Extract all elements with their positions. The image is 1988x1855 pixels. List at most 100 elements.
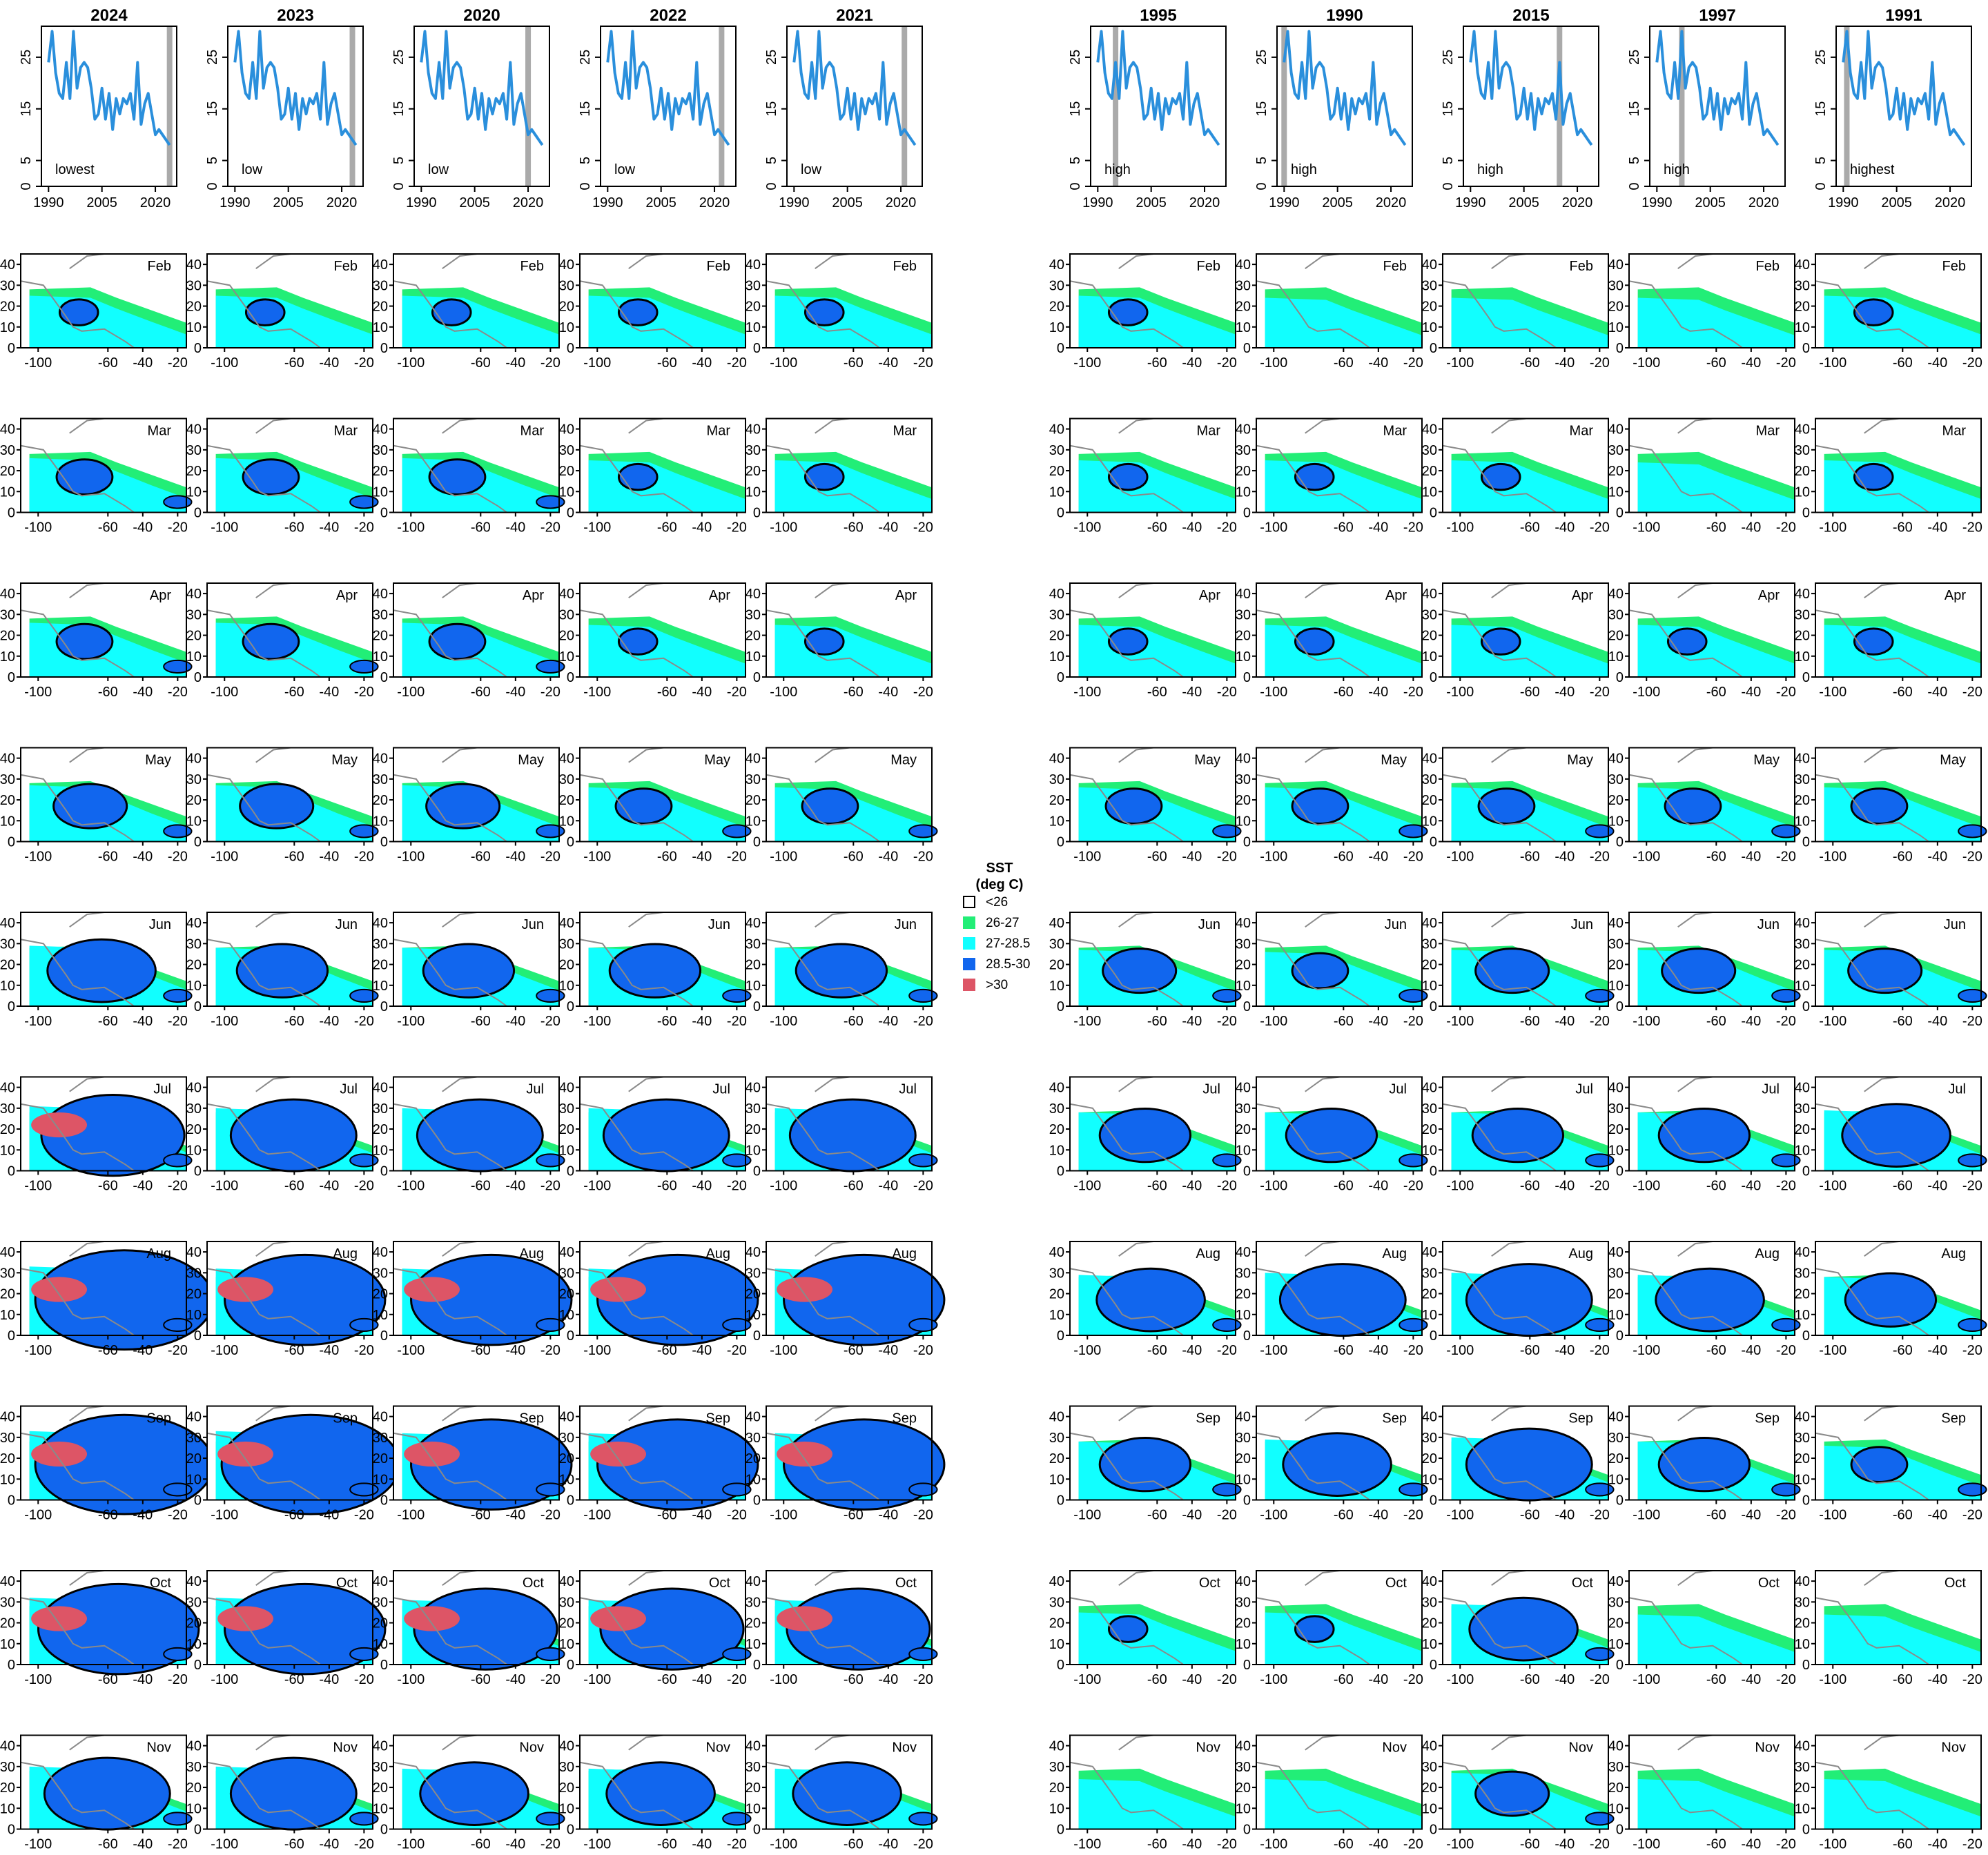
x-tick-label: 2020 <box>886 195 917 210</box>
sst-zone-over-30 <box>590 1606 646 1631</box>
coastline-north <box>1118 1076 1154 1092</box>
map-y-tick-label: 40 <box>186 1739 202 1754</box>
map-y-tick-label: 0 <box>1430 835 1437 850</box>
map-x-tick-label: -60 <box>1334 1672 1354 1687</box>
map-x-tick-label: -100 <box>1260 1508 1287 1523</box>
coastline <box>1815 1103 1929 1172</box>
panel-rank-label: high <box>1664 162 1690 177</box>
month-label: May <box>1381 753 1407 768</box>
series-line <box>606 30 730 146</box>
map-y-tick-label: 30 <box>746 1266 761 1281</box>
map-x-tick-label: -60 <box>1893 520 1913 536</box>
map-y-tick-label: 0 <box>8 1328 15 1344</box>
coastline-north <box>442 747 478 763</box>
map-x-tick-label: -60 <box>1334 685 1354 700</box>
coastline <box>1815 1761 1929 1830</box>
map-x-tick-label: -40 <box>319 1837 339 1852</box>
map-x-tick-label: -60 <box>844 1179 864 1194</box>
map-y-tick-label: 20 <box>1049 1287 1064 1302</box>
map-frame <box>20 582 187 678</box>
map-y-tick-label: 10 <box>559 1637 574 1652</box>
month-label: Mar <box>1197 424 1221 439</box>
month-label: Sep <box>1568 1411 1593 1426</box>
map-x-tick-label: -100 <box>397 685 425 700</box>
map-y-tick-label: 30 <box>0 1266 15 1281</box>
sst-zone-east-warm <box>536 1812 565 1826</box>
map-y-tick-label: 20 <box>186 300 202 315</box>
map-frame <box>579 1734 746 1830</box>
map-y-tick-label: 10 <box>1608 1308 1624 1323</box>
y-tick-label: 0 <box>1254 182 1269 190</box>
coastline-north <box>69 1570 105 1586</box>
map-y-tick-label: 30 <box>186 936 202 952</box>
map-y-tick-label: 10 <box>1422 1801 1437 1816</box>
map-y-tick-label: 30 <box>373 443 388 458</box>
map-x-tick-label: -100 <box>397 1508 425 1523</box>
coastline <box>20 444 135 513</box>
month-label: Mar <box>707 424 731 439</box>
map-y-tick-label: 0 <box>1430 999 1437 1014</box>
map-y-tick-label: 0 <box>1802 670 1810 685</box>
y-tick-label: 15 <box>19 101 34 117</box>
month-label: Aug <box>1755 1246 1780 1262</box>
map-y-tick-label: 30 <box>1795 1760 1810 1775</box>
map-y-tick-label: 0 <box>1057 1493 1064 1509</box>
map-frame <box>206 1405 373 1501</box>
sst-zone-28.5-30 <box>55 622 114 660</box>
map-y-tick-label: 0 <box>753 1823 761 1838</box>
map-x-tick-label: -60 <box>1334 1837 1354 1852</box>
map-x-tick-label: -20 <box>727 1343 747 1358</box>
coastline-north <box>628 418 664 434</box>
map-y-tick-label: 40 <box>1795 1574 1810 1589</box>
map-x-tick-label: -20 <box>1590 1837 1610 1852</box>
map-y-tick-label: 10 <box>186 484 202 500</box>
map-y-tick-label: 30 <box>1608 607 1624 622</box>
sst-zone-28.5-30 <box>428 458 487 496</box>
map-x-tick-label: -40 <box>319 1014 339 1029</box>
coastline-north <box>1864 1405 1900 1422</box>
map-x-tick-label: -40 <box>1927 1837 1947 1852</box>
map-y-tick-label: 30 <box>559 772 574 787</box>
map-x-tick-label: -20 <box>354 1179 374 1194</box>
month-label: Jul <box>1762 1082 1780 1097</box>
panel-rank-label: highest <box>1850 162 1895 177</box>
sst-zone-28.5-30 <box>1104 787 1163 825</box>
sst-zone-east-warm <box>1585 1317 1615 1332</box>
map-y-tick-label: 0 <box>194 835 202 850</box>
coastline <box>1256 939 1370 1007</box>
map-y-tick-label: 30 <box>1795 1595 1810 1610</box>
sst-zone-28.5-30 <box>410 1253 573 1346</box>
map-y-tick-label: 30 <box>1422 443 1437 458</box>
legend-label: <26 <box>986 895 1008 910</box>
map-y-tick-label: 40 <box>1795 1081 1810 1096</box>
map-frame <box>1256 1241 1423 1336</box>
map-y-tick-label: 10 <box>1608 320 1624 335</box>
sst-zone-east-warm <box>722 824 752 838</box>
map-x-tick-label: -40 <box>878 1179 898 1194</box>
coastline <box>766 939 880 1007</box>
map-x-tick-label: -60 <box>1147 355 1167 371</box>
map-y-tick-label: 30 <box>1795 1266 1810 1281</box>
map-x-tick-label: -60 <box>471 1672 491 1687</box>
sst-zone-28.5-30 <box>1294 1615 1335 1643</box>
map-y-tick-label: 0 <box>753 1328 761 1344</box>
map-y-tick-label: 0 <box>1616 670 1624 685</box>
map-x-tick-label: -20 <box>1590 685 1610 700</box>
map-y-tick-label: 20 <box>373 1780 388 1796</box>
map-y-tick-label: 30 <box>1422 772 1437 787</box>
sst-zone-east-warm <box>163 1153 193 1168</box>
map-y-tick-label: 10 <box>1236 1801 1251 1816</box>
coastline <box>1628 939 1743 1007</box>
map-x-tick-label: -40 <box>1368 1672 1388 1687</box>
map-x-tick-label: -60 <box>657 1343 677 1358</box>
coastline-north <box>255 1076 291 1092</box>
map-x-tick-label: -60 <box>1520 520 1540 536</box>
sst-zone-east-warm <box>1771 824 1801 838</box>
sst-zone-over-30 <box>31 1441 87 1467</box>
map-x-tick-label: -20 <box>913 1672 933 1687</box>
y-tick-label: 25 <box>764 50 779 65</box>
map-x-tick-label: -40 <box>692 1343 712 1358</box>
map-y-tick-label: 10 <box>1049 1472 1064 1487</box>
